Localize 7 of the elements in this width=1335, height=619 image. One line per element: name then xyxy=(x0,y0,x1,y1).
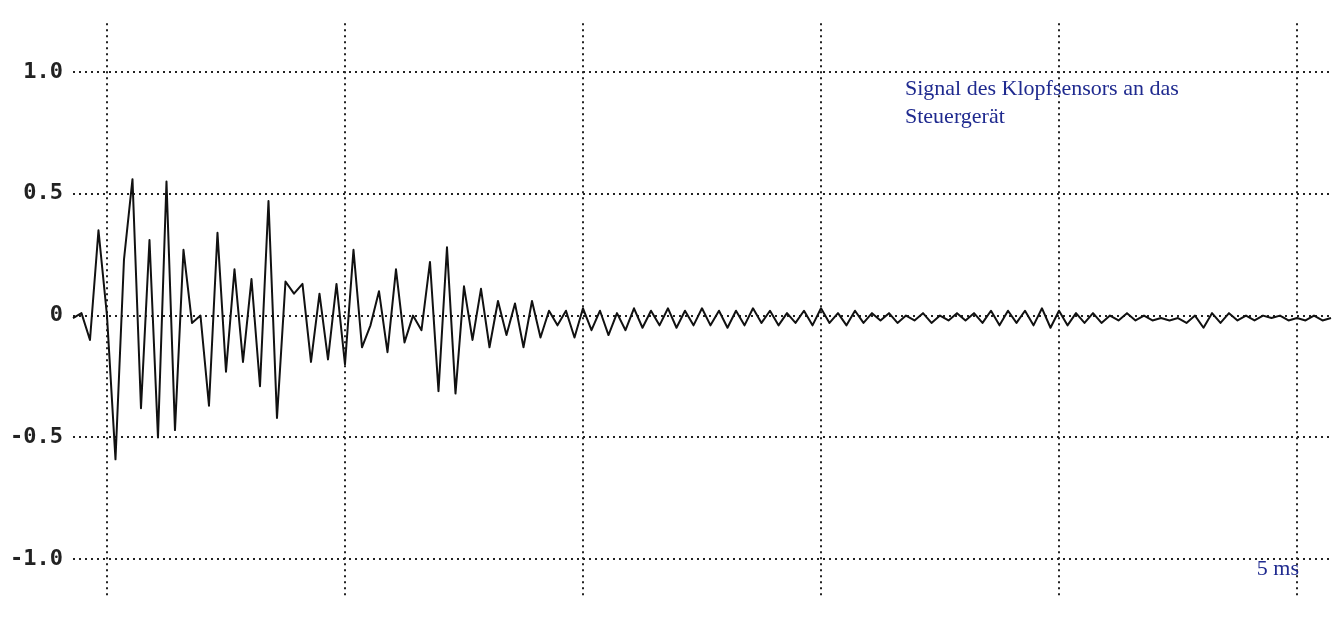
y-tick-label: 1.0 xyxy=(23,57,63,83)
annotation: Signal des Klopfsensors an das Steuergerät xyxy=(905,74,1179,128)
y-tick-label: -0.5 xyxy=(10,423,63,449)
y-tick-label: -1.0 xyxy=(10,544,63,570)
annotation: 5 ms xyxy=(1256,554,1299,580)
y-tick-label: 0 xyxy=(49,301,63,327)
y-tick-label: 0.5 xyxy=(23,179,63,205)
